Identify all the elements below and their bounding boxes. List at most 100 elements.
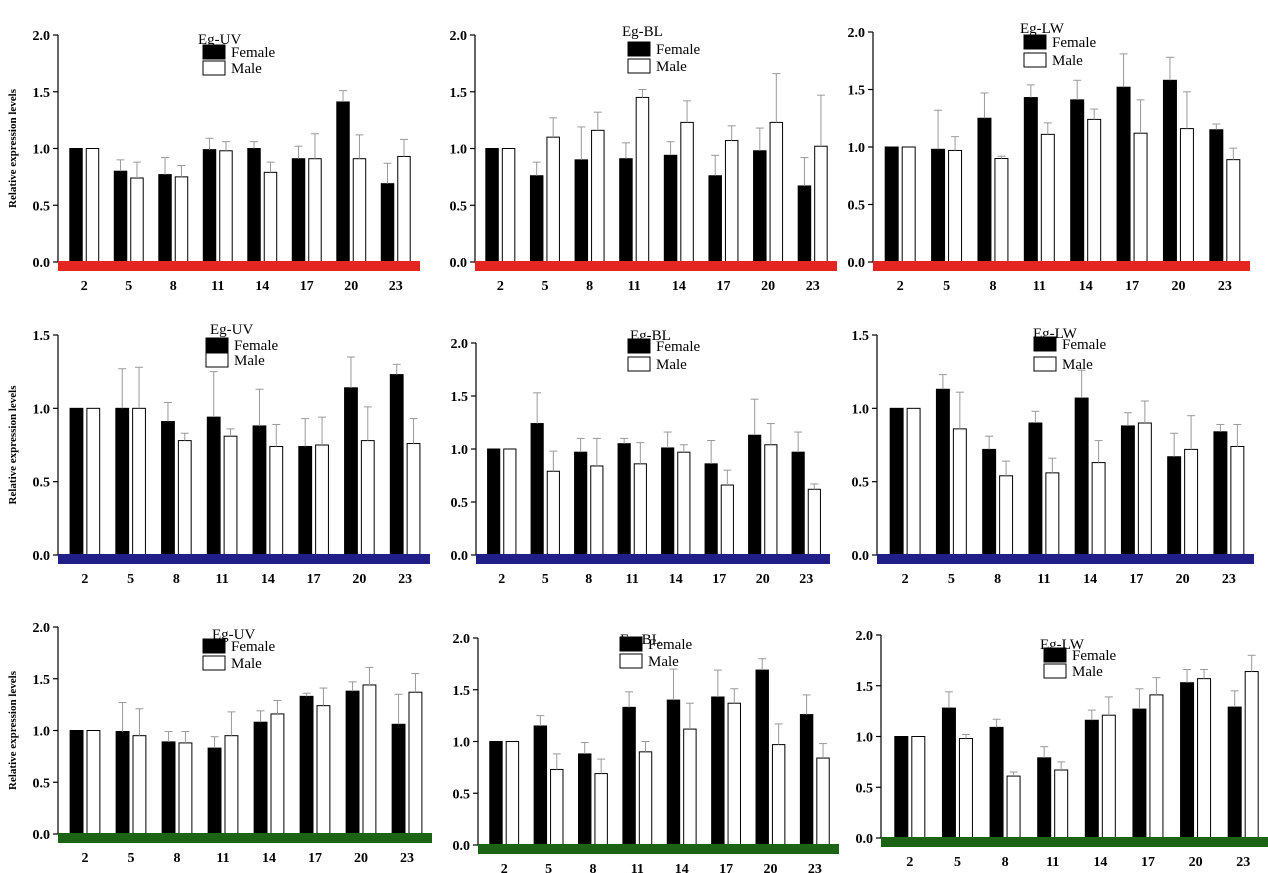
legend-label-female: Female: [648, 637, 692, 653]
y-tick-label: 0.5: [450, 199, 468, 214]
chart-title: Eg-BL: [622, 24, 663, 40]
male-bar-17: [720, 484, 734, 556]
x-tick-label: 2: [81, 279, 88, 294]
y-tick-label: 1.5: [852, 329, 870, 344]
female-bar-11: [619, 158, 633, 263]
x-tick-label: 5: [948, 572, 955, 587]
male-bar-20: [1184, 448, 1199, 556]
x-tick-label: 11: [211, 279, 224, 294]
male-bar-11: [1045, 472, 1060, 556]
male-bar-5: [952, 428, 967, 556]
x-axis-band: [881, 837, 1268, 847]
x-tick-label: 8: [585, 572, 592, 587]
x-tick-label: 2: [81, 572, 88, 587]
y-tick-label: 0.0: [451, 549, 469, 564]
female-bar-14: [666, 699, 681, 846]
female-bar-11: [202, 149, 217, 263]
x-tick-label: 5: [542, 572, 549, 587]
x-tick-label: 23: [389, 279, 403, 294]
legend-label-female: Female: [234, 338, 278, 354]
x-tick-label: 14: [262, 851, 276, 866]
chart-panel-7: 0.0 0.5 1.0 1.5 2.0 Relative expression level…: [7, 621, 432, 866]
female-bar-17: [291, 158, 306, 263]
female-bar-20: [748, 434, 762, 556]
x-tick-label: 11: [628, 279, 641, 294]
female-bar-8: [574, 159, 589, 263]
female-bar-2: [884, 146, 899, 263]
y-tick-label: 0.0: [856, 832, 874, 847]
female-bar-23: [1213, 431, 1228, 556]
male-bar-20: [360, 440, 375, 556]
y-tick-label: 0.0: [453, 839, 471, 854]
female-bar-2: [69, 148, 83, 263]
female-bar-11: [1028, 422, 1043, 556]
x-tick-label: 17: [719, 862, 733, 873]
x-tick-label: 8: [173, 572, 180, 587]
male-bar-5: [132, 407, 146, 556]
female-bar-5: [935, 388, 950, 556]
female-bar-14: [1074, 397, 1089, 556]
x-tick-label: 8: [589, 862, 596, 873]
male-bar-5: [130, 177, 144, 263]
male-bar-17: [724, 140, 739, 263]
male-bar-17: [315, 444, 329, 556]
y-tick-label: 0.0: [33, 256, 51, 271]
female-bar-17: [704, 463, 718, 556]
x-axis-band: [478, 844, 839, 854]
x-tick-label: 17: [307, 572, 321, 587]
female-bar-5: [115, 407, 130, 556]
legend-swatch-male: [627, 356, 651, 372]
y-tick-label: 2.0: [848, 26, 866, 41]
female-bar-20: [755, 669, 769, 846]
x-tick-label: 17: [1125, 279, 1139, 294]
legend-label-female: Female: [656, 339, 700, 355]
female-bar-17: [1120, 425, 1135, 556]
x-tick-label: 2: [902, 572, 909, 587]
female-bar-17: [1116, 86, 1131, 263]
female-bar-20: [1180, 682, 1195, 839]
x-tick-label: 23: [806, 279, 820, 294]
female-bar-20: [1167, 456, 1182, 556]
y-tick-label: 0.0: [852, 549, 870, 564]
male-bar-20: [352, 158, 367, 263]
male-bar-23: [814, 145, 828, 263]
chart-title: Eg-LW: [1020, 21, 1065, 37]
y-tick-label: 2.0: [33, 621, 51, 636]
male-bar-23: [816, 757, 830, 846]
y-tick-label: 0.0: [33, 828, 51, 843]
female-bar-8: [574, 451, 588, 556]
x-tick-label: 14: [255, 279, 269, 294]
male-bar-5: [550, 768, 564, 846]
legend-label-male: Male: [231, 656, 262, 672]
female-bar-11: [617, 443, 631, 556]
legend-label-male: Male: [231, 61, 262, 77]
legend-swatch-female: [627, 338, 651, 354]
legend-label-male: Male: [234, 353, 265, 369]
x-axis-band: [475, 261, 837, 271]
male-bar-2: [906, 407, 921, 556]
x-tick-label: 23: [799, 572, 813, 587]
male-bar-11: [1054, 769, 1069, 839]
female-bar-20: [336, 101, 350, 263]
x-tick-label: 5: [128, 851, 135, 866]
y-tick-label: 0.5: [453, 787, 471, 802]
male-bar-11: [223, 435, 238, 556]
x-tick-label: 17: [1129, 572, 1143, 587]
x-tick-label: 23: [1236, 855, 1250, 870]
x-tick-label: 11: [1037, 572, 1050, 587]
male-bar-14: [1087, 118, 1102, 263]
x-tick-label: 20: [1176, 572, 1190, 587]
legend-swatch-male: [1023, 52, 1047, 68]
female-bar-2: [485, 148, 499, 263]
male-bar-14: [683, 728, 697, 846]
y-tick-label: 0.0: [450, 256, 468, 271]
female-bar-23: [1227, 706, 1242, 839]
x-tick-label: 14: [1083, 572, 1097, 587]
x-tick-label: 5: [125, 279, 132, 294]
x-tick-label: 2: [501, 862, 508, 873]
male-bar-11: [635, 96, 650, 263]
y-tick-label: 1.5: [33, 86, 51, 101]
male-bar-11: [1040, 133, 1055, 263]
female-bar-8: [161, 741, 176, 835]
